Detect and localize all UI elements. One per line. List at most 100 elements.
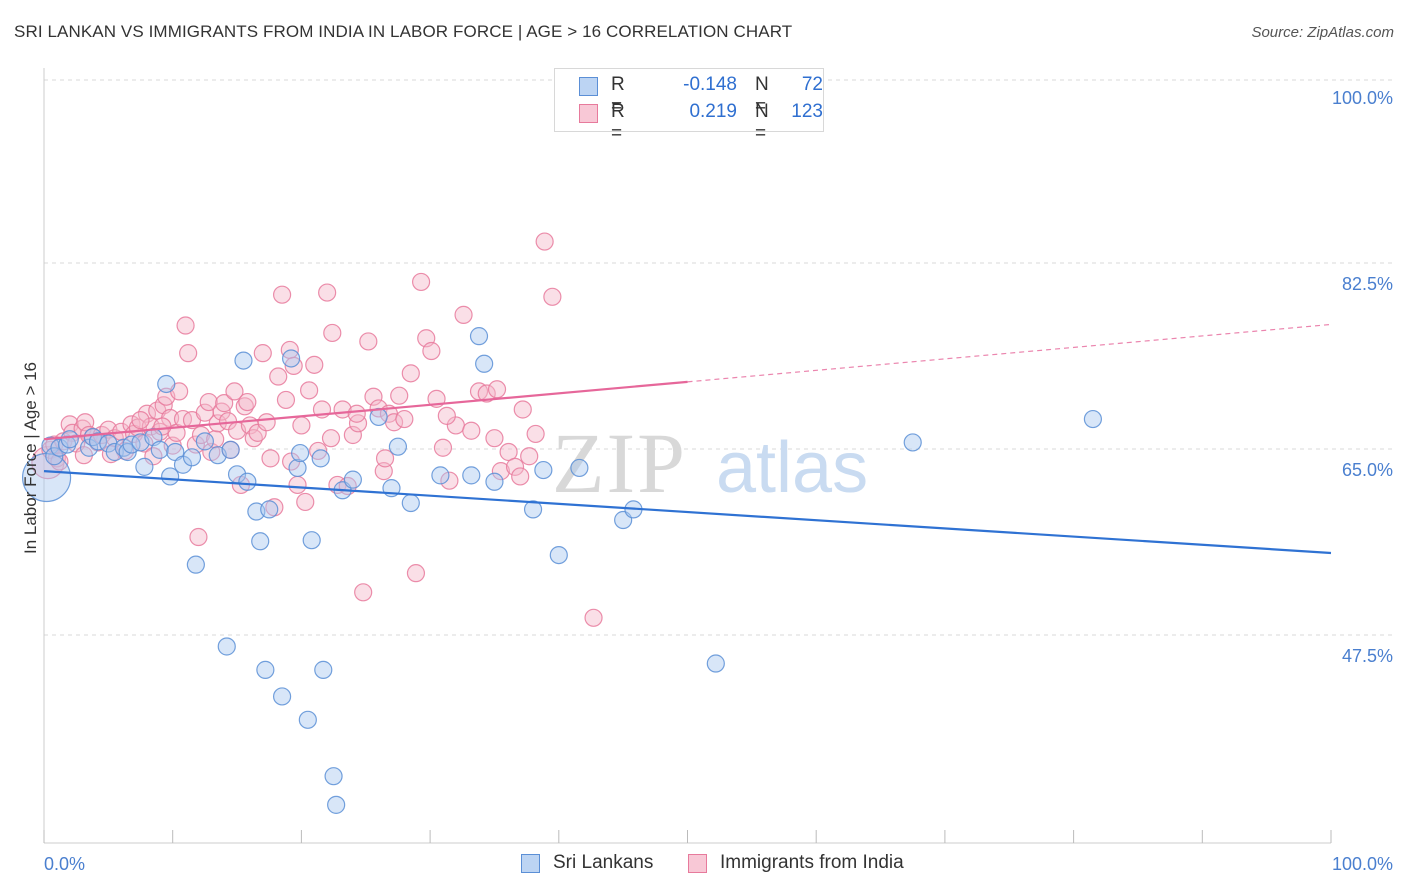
sri-lankan-point — [469, 327, 489, 346]
sri-lankan-point — [570, 458, 589, 478]
india-point — [272, 285, 292, 304]
india-point — [390, 386, 409, 405]
y-tick-label: 47.5% — [1342, 646, 1393, 666]
india-point — [305, 355, 324, 374]
sri-lankan-trend-line — [43, 470, 1332, 555]
india-point — [401, 364, 420, 383]
india-point — [300, 381, 319, 400]
india-point — [454, 305, 473, 324]
watermark-atlas: atlas — [716, 428, 868, 508]
india-point — [318, 283, 337, 302]
sri-lankan-point — [217, 637, 236, 656]
sri-lankan-point — [195, 432, 214, 451]
legend-n-value: 123 — [791, 101, 823, 122]
y-axis-label: In Labor Force | Age > 16 — [21, 362, 40, 554]
legend-r-label: R = — [611, 74, 625, 117]
sri-lankan-point — [186, 555, 205, 574]
bottom-legend-label: Sri Lankans — [553, 852, 654, 873]
india-point — [176, 316, 195, 335]
sri-lankan-point — [523, 500, 543, 519]
sri-lankan-point — [343, 470, 362, 489]
india-point — [535, 232, 554, 251]
india-point — [359, 332, 378, 351]
x-tick-label-right: 100.0% — [1332, 854, 1393, 874]
india-trend-line-extension — [687, 323, 1332, 383]
india-point — [284, 356, 303, 376]
legend-n-value: 72 — [801, 74, 823, 95]
sri-lankan-point — [79, 438, 99, 457]
india-point — [296, 492, 315, 512]
x-tick-label-left: 0.0% — [44, 854, 85, 874]
india-point — [199, 392, 218, 412]
india-point — [543, 287, 562, 306]
sri-lankan-point — [324, 767, 343, 786]
legend-r-label: R = — [611, 101, 625, 144]
sri-lankan-point — [272, 687, 292, 706]
india-point — [485, 429, 504, 448]
india-point — [347, 404, 366, 423]
y-tick-label: 82.5% — [1342, 274, 1393, 294]
sri-lankan-point — [221, 440, 240, 459]
sri-lankan-point — [238, 472, 257, 491]
trend-lines — [43, 323, 1332, 555]
sri-lankan-point — [251, 532, 270, 551]
sri-lankan-point — [431, 466, 450, 485]
india-point — [225, 382, 244, 401]
india-point — [406, 564, 426, 583]
india-point — [179, 344, 198, 363]
sri-lankan-point — [60, 430, 79, 449]
sri-lankan-point — [302, 531, 321, 550]
india-point — [261, 449, 280, 468]
sri-lankan-point — [105, 442, 124, 462]
india-point — [395, 409, 414, 429]
sri-lankan-point — [462, 466, 481, 485]
india-point — [584, 608, 603, 627]
india-point — [253, 344, 272, 363]
sri-lankan-point — [311, 449, 330, 468]
sri-lankan-point — [314, 660, 333, 679]
legend-n-label: N = — [755, 101, 769, 144]
legend-swatch-pink — [579, 104, 598, 123]
sri-lankan-point — [485, 472, 504, 491]
sri-lankan-point — [150, 440, 169, 459]
sri-lankan-point — [45, 447, 64, 466]
sri-lankan-point — [288, 458, 307, 478]
bottom-legend-label: Immigrants from India — [720, 852, 904, 873]
sri-lankan-point — [256, 660, 275, 679]
sri-lankan-point — [549, 545, 568, 565]
india-point — [440, 471, 459, 490]
india-point — [526, 424, 545, 444]
sri-lankan-point — [388, 437, 408, 456]
sri-lankan-point — [282, 349, 301, 368]
blue-series-points — [21, 327, 1103, 814]
sri-lankan-point — [182, 448, 202, 467]
india-point — [269, 367, 288, 386]
sri-lankan-point — [327, 795, 346, 814]
india-point — [323, 323, 342, 343]
india-point — [354, 583, 373, 602]
pink-series-points — [31, 232, 603, 627]
sri-lankan-point — [135, 457, 154, 476]
india-point — [348, 414, 368, 433]
india-point — [288, 475, 307, 495]
india-point — [276, 390, 296, 410]
india-point — [437, 406, 456, 425]
india-point — [505, 457, 525, 476]
bottom-swatch-blue — [521, 854, 540, 873]
legend-n-label: N = — [755, 74, 769, 117]
sri-lankan-point — [260, 500, 279, 519]
sri-lankan-point — [401, 493, 420, 513]
india-point — [375, 449, 395, 468]
legend-swatch-blue — [579, 77, 598, 96]
india-point — [422, 341, 441, 361]
india-point — [321, 429, 341, 448]
sri-lankan-point — [1083, 409, 1103, 429]
legend-r-value: -0.148 — [683, 74, 737, 95]
sri-lankan-point — [475, 354, 494, 373]
india-point — [433, 438, 453, 457]
sri-lankan-point — [234, 351, 253, 370]
india-point — [491, 462, 510, 481]
india-point — [189, 527, 208, 547]
india-point — [215, 394, 234, 413]
